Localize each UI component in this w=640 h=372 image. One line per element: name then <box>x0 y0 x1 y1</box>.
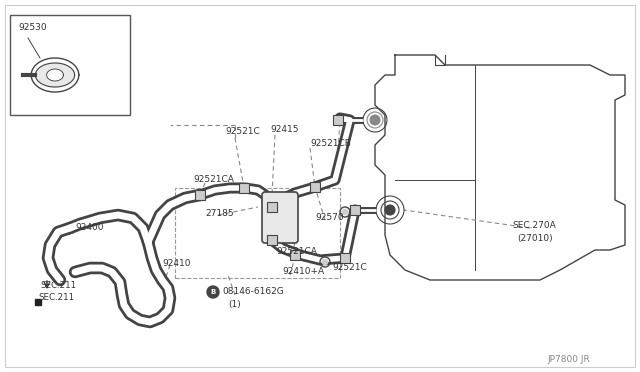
Text: SEC.211: SEC.211 <box>38 294 74 302</box>
Text: SEC.211: SEC.211 <box>40 280 76 289</box>
Text: 92530: 92530 <box>18 23 47 32</box>
Bar <box>175 188 340 278</box>
Text: 92521C: 92521C <box>225 128 260 137</box>
Bar <box>10 15 130 115</box>
Bar <box>195 190 205 200</box>
Text: 92410+A: 92410+A <box>282 267 324 276</box>
Text: 92415: 92415 <box>270 125 298 135</box>
Text: 92521CA: 92521CA <box>276 247 317 257</box>
Text: 92400: 92400 <box>75 224 104 232</box>
Circle shape <box>322 259 328 265</box>
Text: 92521C: 92521C <box>332 263 367 273</box>
Circle shape <box>207 286 219 298</box>
Bar <box>267 235 277 245</box>
Polygon shape <box>35 63 75 87</box>
Polygon shape <box>47 69 63 81</box>
Bar <box>267 202 277 212</box>
Bar <box>239 183 249 193</box>
Text: JP7800 JR: JP7800 JR <box>547 356 590 365</box>
Text: 92521CA: 92521CA <box>193 176 234 185</box>
Text: 92521CB: 92521CB <box>310 138 351 148</box>
Circle shape <box>370 115 380 125</box>
Text: B: B <box>211 289 216 295</box>
Bar <box>310 182 320 192</box>
Bar <box>350 205 360 215</box>
Circle shape <box>342 209 348 215</box>
Bar <box>340 253 350 263</box>
Bar <box>290 250 300 260</box>
Text: 92570: 92570 <box>315 214 344 222</box>
Text: 92410: 92410 <box>162 259 191 267</box>
Text: 08146-6162G: 08146-6162G <box>222 288 284 296</box>
FancyBboxPatch shape <box>262 192 298 243</box>
Text: (27010): (27010) <box>517 234 552 243</box>
Text: SEC.270A: SEC.270A <box>512 221 556 230</box>
Text: 27185: 27185 <box>205 208 234 218</box>
Text: (1): (1) <box>228 299 241 308</box>
Circle shape <box>385 205 395 215</box>
Bar <box>333 115 343 125</box>
